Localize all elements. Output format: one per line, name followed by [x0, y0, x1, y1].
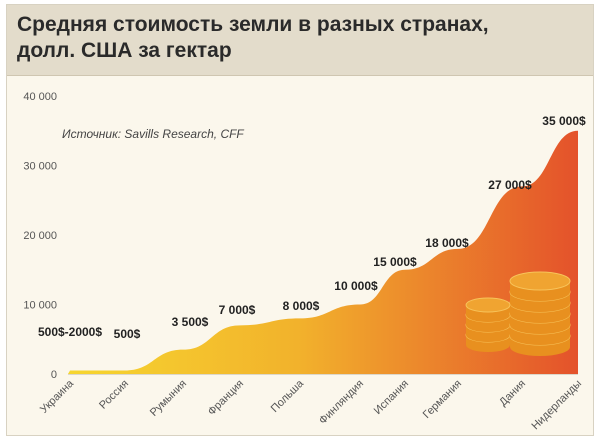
data-label: 10 000$ [334, 279, 378, 293]
area-fill [68, 130, 578, 374]
source-note: Источник: Savills Research, CFF [62, 127, 244, 141]
coin-stack-small [465, 297, 511, 352]
data-label: 35 000$ [542, 114, 586, 128]
chart-title: Средняя стоимость земли в разных странах… [17, 12, 489, 64]
x-tick-label: Финляндия [317, 378, 366, 427]
data-label: 18 000$ [425, 236, 469, 250]
x-axis: Украина Россия Румыния Франция Польша Финлянд… [38, 377, 584, 432]
coins-illustration [465, 271, 571, 356]
y-tick-label: 30 000 [23, 161, 57, 173]
data-label: 500$ [114, 327, 141, 341]
x-tick-label: Украина [38, 377, 77, 416]
chart-header: Средняя стоимость земли в разных странах… [7, 5, 593, 76]
x-tick-label: Германия [421, 378, 464, 421]
data-label: 3 500$ [172, 315, 209, 329]
data-label: 7 000$ [219, 303, 256, 317]
y-tick-label: 40 000 [23, 91, 57, 103]
data-label: 15 000$ [373, 255, 417, 269]
x-tick-label: Франция [206, 378, 246, 418]
data-label: 500$-2000$ [38, 325, 102, 339]
y-tick-label: 20 000 [23, 230, 57, 242]
data-label: 8 000$ [283, 299, 320, 313]
coin-stack-large [509, 271, 571, 356]
chart-title-line-1: Средняя стоимость земли в разных странах… [17, 13, 489, 36]
x-tick-label: Дания [497, 378, 528, 409]
data-labels: 500$-2000$ 500$ 3 500$ 7 000$ 8 000$ 10 000$ 1… [38, 114, 586, 341]
data-label: 27 000$ [488, 178, 532, 192]
x-tick-label: Польша [269, 377, 307, 415]
x-tick-label: Нидерланды [529, 378, 584, 433]
x-tick-label: Россия [97, 378, 131, 412]
chart-title-line-2: долл. США за гектар [17, 39, 232, 62]
x-tick-label: Румыния [148, 378, 189, 419]
x-tick-label: Испания [372, 378, 411, 417]
y-tick-label: 0 [51, 369, 57, 381]
y-tick-label: 10 000 [23, 300, 57, 312]
area-series [68, 130, 578, 374]
